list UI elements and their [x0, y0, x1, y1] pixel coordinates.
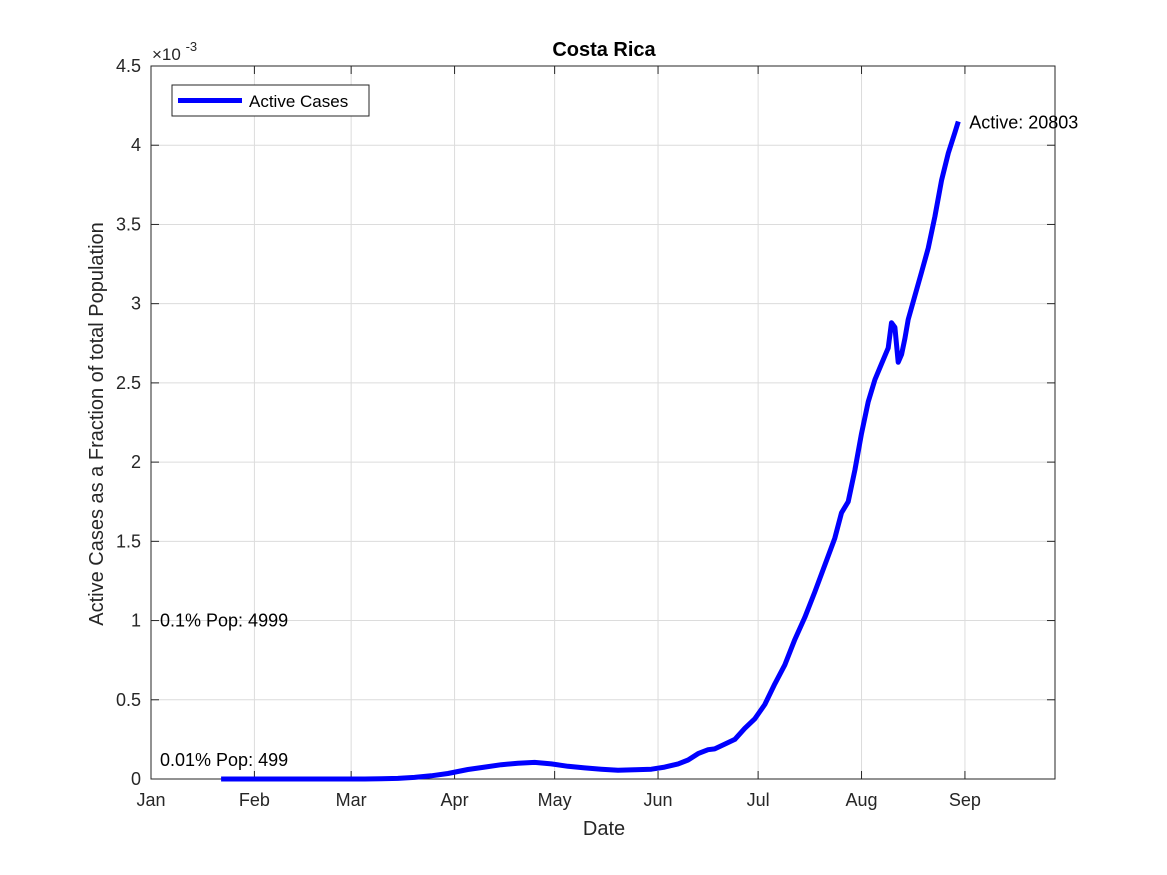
axes-box — [150, 65, 1056, 780]
x-tick-label: Mar — [336, 790, 367, 810]
y-tick-label: 3.5 — [116, 214, 141, 234]
y-tick-label: 4 — [131, 135, 141, 155]
series-line-active-cases — [221, 120, 961, 782]
x-axis-label: Date — [583, 818, 625, 840]
y-tick-label: 0 — [131, 769, 141, 789]
annotation-ref-0.01-percent: 0.01% Pop: 499 — [160, 750, 288, 770]
grid — [150, 65, 1055, 780]
legend: Active Cases — [171, 84, 370, 117]
annotation-ref-0.1-percent: 0.1% Pop: 4999 — [160, 611, 288, 631]
x-tick-label: Jun — [644, 790, 673, 810]
x-tick-label: Apr — [441, 790, 469, 810]
y-tick-label: 1.5 — [116, 531, 141, 551]
x-tick-label: Aug — [846, 790, 878, 810]
x-tick-labels: Jan Feb Mar Apr May Jun Jul Aug Sep — [136, 790, 980, 810]
y-axis-exponent-power: -3 — [186, 39, 198, 54]
y-tick-label: 4.5 — [116, 56, 141, 76]
y-axis-exponent: ×10 -3 — [152, 39, 197, 64]
x-tick-label: Feb — [239, 790, 270, 810]
y-tick-label: 2.5 — [116, 373, 141, 393]
y-tick-label: 0.5 — [116, 690, 141, 710]
annotation-end-label: Active: 20803 — [969, 112, 1078, 132]
y-axis-label: Active Cases as a Fraction of total Popu… — [86, 222, 108, 626]
x-tick-label: Jan — [136, 790, 165, 810]
ticks — [150, 65, 1055, 780]
y-tick-label: 2 — [131, 452, 141, 472]
y-tick-labels: 0 0.5 1 1.5 2 2.5 3 3.5 4 4.5 — [116, 56, 141, 789]
chart-title: Costa Rica — [552, 39, 656, 61]
x-tick-label: May — [538, 790, 572, 810]
y-tick-label: 1 — [131, 611, 141, 631]
legend-label: Active Cases — [249, 92, 348, 111]
y-tick-label: 3 — [131, 294, 141, 314]
x-tick-label: Jul — [747, 790, 770, 810]
x-tick-label: Sep — [949, 790, 981, 810]
y-axis-exponent-base: ×10 — [152, 45, 181, 64]
